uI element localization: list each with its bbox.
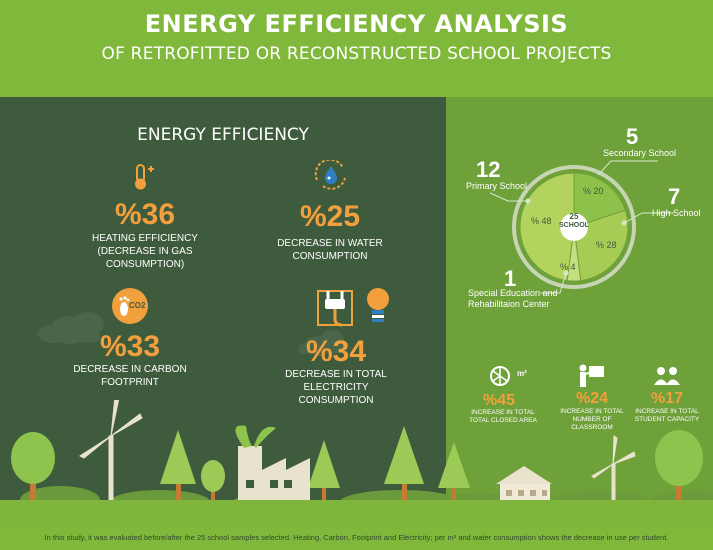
special-percent: % 4 <box>560 262 576 272</box>
water-label-line: CONSUMPTION <box>292 251 368 262</box>
footprint-shape <box>119 296 130 316</box>
pie-center-label: SCHOOL <box>559 222 589 229</box>
classroom-value: %24 <box>575 390 609 407</box>
pie-slice-primary <box>519 172 575 282</box>
thermometer-icon <box>135 164 154 190</box>
special-name-line: Rehabilitaion Center <box>468 299 550 309</box>
classroom-label-line: NUMBER OF <box>572 416 612 423</box>
students-icon <box>654 367 680 385</box>
primary-percent: % 48 <box>531 216 552 226</box>
secondary-name: Secondary School <box>603 148 677 158</box>
carbon-label-line: FOOTPRINT <box>101 377 159 388</box>
heating-label-line: HEATING EFFICIENCY <box>92 233 198 244</box>
cloud-decoration <box>38 312 348 356</box>
water-label-line: DECREASE IN WATER <box>277 238 383 249</box>
footnote-text: In this study, it was evaluated before/a… <box>44 533 669 542</box>
electricity-label-line: ELECTRICITY <box>303 382 369 393</box>
water-decrease-value: %25 <box>299 200 361 233</box>
water-decrease-label: DECREASE IN WATER CONSUMPTION <box>255 237 405 263</box>
capacity-label-line: INCREASE IN TOTAL <box>635 408 699 415</box>
special-count: 1 <box>504 266 517 291</box>
classroom-label-line: INCREASE IN TOTAL <box>560 408 624 415</box>
secondary-count: 5 <box>626 124 639 149</box>
ground-strip <box>0 500 713 527</box>
trees <box>11 426 703 504</box>
footprint-co2-icon: CO2 <box>112 288 148 324</box>
pie-outer-ring <box>512 165 636 289</box>
water-drop-icon <box>314 160 346 190</box>
school-distribution-pie <box>489 160 674 294</box>
electricity-label-line: CONSUMPTION <box>298 395 374 406</box>
wind-turbines <box>78 400 636 509</box>
electricity-decrease-label: DECREASE IN TOTAL ELECTRICITY CONSUMPTIO… <box>261 368 411 407</box>
area-m2-text: m² <box>517 369 527 378</box>
area-m2-icon <box>490 366 510 386</box>
header-band <box>0 0 713 97</box>
heating-label-line: CONSUMPTION) <box>105 259 185 270</box>
electricity-decrease-value: %34 <box>305 335 367 368</box>
pie-center-total: 25 <box>569 212 579 221</box>
student-capacity-label: INCREASE IN TOTAL STUDENT CAPACITY <box>627 408 707 424</box>
energy-efficiency-title: ENERGY EFFICIENCY <box>137 125 309 145</box>
closed-area-label-line: INCREASE IN TOTAL <box>471 409 535 416</box>
heating-efficiency-label: HEATING EFFICIENCY (DECREASE IN GAS CONS… <box>70 232 220 271</box>
pie-slice-secondary <box>573 172 626 228</box>
secondary-percent: % 20 <box>583 186 604 196</box>
page-title: ENERGY EFFICIENCY ANALYSIS <box>144 10 569 38</box>
closed-area-label: INCREASE IN TOTAL TOTAL CLOSED AREA <box>463 409 543 425</box>
energy-panel <box>0 97 446 527</box>
special-name-line: Special Education and <box>468 288 558 298</box>
classroom-label-line: CLASSROOM <box>571 424 613 431</box>
closed-area-value: %45 <box>482 392 516 409</box>
pie-center-disc <box>560 213 588 241</box>
primary-name: Primary School <box>466 181 528 191</box>
student-capacity-value: %17 <box>650 390 684 407</box>
special-name: Special Education and Rehabilitaion Cent… <box>468 288 558 310</box>
footer-band <box>0 527 713 550</box>
carbon-decrease-value: %33 <box>99 330 161 363</box>
factory <box>235 425 310 506</box>
page-subtitle: OF RETROFITTED OR RECONSTRUCTED SCHOOL P… <box>101 44 612 64</box>
heating-efficiency-value: %36 <box>114 198 176 231</box>
high-count: 7 <box>668 184 681 209</box>
teacher-board-icon <box>579 364 604 387</box>
high-name: High School <box>652 208 701 218</box>
co2-text: CO2 <box>129 301 146 310</box>
carbon-label-line: DECREASE IN CARBON <box>73 364 187 375</box>
high-percent: % 28 <box>596 240 617 250</box>
electricity-label-line: DECREASE IN TOTAL <box>285 369 387 380</box>
primary-count: 12 <box>476 157 501 182</box>
carbon-decrease-label: DECREASE IN CARBON FOOTPRINT <box>55 363 205 389</box>
plug-bulb-icon <box>317 288 389 327</box>
capacity-label-line: STUDENT CAPACITY <box>634 416 700 423</box>
classroom-label: INCREASE IN TOTAL NUMBER OF CLASSROOM <box>552 408 632 432</box>
heating-label-line: (DECREASE IN GAS <box>97 246 193 257</box>
closed-area-label-line: TOTAL CLOSED AREA <box>469 417 537 424</box>
